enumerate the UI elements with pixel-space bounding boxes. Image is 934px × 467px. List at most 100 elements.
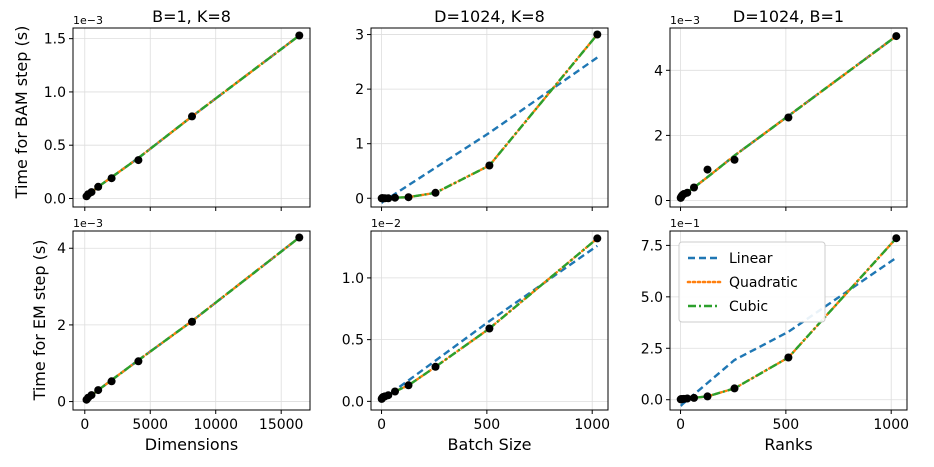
data-point (134, 357, 143, 366)
data-point (107, 377, 116, 386)
data-point (690, 393, 698, 402)
plot-frame (669, 230, 908, 411)
panel-title: D=1024, K=8 (434, 7, 545, 26)
y-tick-label: 1 (355, 137, 364, 153)
y-tick-label: 1.5 (44, 32, 66, 48)
data-point (295, 233, 304, 242)
x-axis-label: Dimensions (145, 435, 238, 454)
data-point (94, 182, 103, 191)
data-point (295, 31, 304, 40)
legend-box (678, 241, 826, 323)
x-axis-label: Batch Size (448, 435, 532, 454)
quadratic-fit-line (380, 33, 599, 200)
y-tick-label: 7.5 (641, 238, 663, 254)
data-point (730, 155, 739, 164)
data-point (683, 394, 692, 403)
data-point (431, 188, 440, 197)
x-axis-label: Ranks (764, 435, 812, 454)
chart-panel-2: 0 2 4 1e−3 D=1024, B=1 (654, 7, 908, 211)
row-label-bam: Time for BAM step (s) (12, 26, 31, 200)
legend-label-cubic: Cubic (729, 299, 768, 315)
legend: Linear Quadratic Cubic (678, 241, 826, 323)
quadratic-fit-line (380, 237, 599, 401)
data-point (593, 30, 602, 39)
data-point (134, 156, 143, 165)
data-point (188, 112, 196, 121)
y-tick-label: 2 (355, 82, 364, 98)
y-tick-label: 1.0 (342, 271, 364, 287)
quadratic-fit-line (85, 34, 301, 198)
data-point (784, 113, 793, 122)
axis-exponent-label: 1e−3 (670, 14, 700, 27)
y-tick-label: 2 (57, 318, 66, 334)
data-point (384, 194, 393, 203)
data-point (107, 174, 116, 183)
chart-panel-5: 0 500 1000 0.0 2.5 5.0 7.5 1e−1 Ranks (641, 217, 909, 454)
data-point (892, 32, 901, 41)
y-tick-label: 5.0 (641, 290, 663, 306)
y-tick-label: 0 (654, 193, 663, 209)
data-point (683, 188, 692, 197)
x-tick-label: 0 (676, 417, 685, 433)
panel-title: D=1024, B=1 (733, 7, 844, 26)
x-tick-label: 0 (80, 417, 89, 433)
axis-exponent-label: 1e−3 (73, 14, 103, 27)
data-point (391, 193, 399, 202)
x-tick-label: 15000 (259, 417, 304, 433)
data-point (431, 362, 440, 371)
data-point (404, 381, 413, 390)
data-point (784, 353, 793, 362)
x-tick-label: 500 (473, 417, 500, 433)
cubic-fit-line (381, 33, 599, 200)
linear-fit-line (381, 56, 598, 204)
panels-group: 0.0 0.5 1.0 1.5 1e−3 B=1, K=8 0 1 2 3 D=1024, K=8 0… (44, 7, 909, 454)
data-point (404, 193, 413, 202)
legend-label-quadratic: Quadratic (729, 275, 798, 291)
chart-panel-4: 0 500 1000 0.0 0.5 1.0 1e−2 Batch Size (342, 217, 610, 454)
data-point (485, 324, 494, 333)
x-tick-label: 0 (377, 417, 386, 433)
panel-title: B=1, K=8 (152, 7, 231, 26)
data-point (188, 317, 196, 326)
y-tick-label: 2.5 (641, 341, 663, 357)
chart-panel-1: 0 1 2 3 D=1024, K=8 (355, 7, 609, 211)
data-point (94, 386, 103, 395)
data-point (703, 392, 712, 401)
y-tick-label: 1.0 (44, 85, 66, 101)
x-tick-label: 1000 (574, 417, 610, 433)
y-tick-label: 3 (355, 28, 364, 44)
y-tick-label: 2 (654, 128, 663, 144)
y-tick-label: 0.5 (342, 333, 364, 349)
plot-frame (370, 230, 609, 411)
linear-fit-line (680, 256, 897, 407)
data-point (485, 161, 494, 170)
x-tick-label: 1000 (873, 417, 909, 433)
cubic-fit-line (380, 237, 599, 400)
data-point (703, 165, 712, 174)
plot-frame (370, 27, 609, 208)
y-tick-label: 4 (57, 241, 66, 257)
data-point (892, 234, 901, 243)
plot-frame (669, 27, 908, 208)
plot-frame (72, 230, 311, 411)
legend-label-linear: Linear (729, 251, 773, 267)
row-label-em: Time for EM step (s) (30, 240, 49, 402)
chart-panel-0: 0.0 0.5 1.0 1.5 1e−3 B=1, K=8 (44, 7, 311, 211)
data-point (87, 391, 96, 400)
y-tick-label: 0.5 (44, 138, 66, 154)
plot-frame (72, 27, 311, 208)
axis-exponent-label: 1e−1 (670, 217, 700, 230)
data-point (384, 391, 393, 400)
x-tick-label: 5000 (132, 417, 168, 433)
quadratic-fit-line (85, 236, 301, 402)
y-tick-label: 4 (654, 63, 663, 79)
y-tick-label: 0.0 (44, 191, 66, 207)
y-tick-label: 0.0 (342, 394, 364, 410)
data-point (391, 387, 399, 396)
chart-panel-3: 0 5000 10000 15000 0 2 4 1e−3 Dimensions (57, 217, 311, 454)
axis-exponent-label: 1e−2 (371, 217, 401, 230)
axis-exponent-label: 1e−3 (73, 217, 103, 230)
data-point (593, 234, 602, 243)
y-tick-label: 0 (57, 395, 66, 411)
